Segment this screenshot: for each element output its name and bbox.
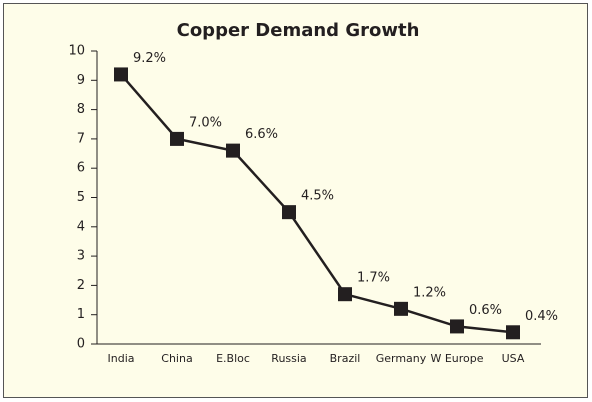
value-label: 6.6% xyxy=(245,127,278,142)
y-tick-label: 4 xyxy=(77,219,85,234)
x-tick-label: E.Bloc xyxy=(216,352,250,365)
x-tick-label: Russia xyxy=(271,352,306,365)
value-label: 9.2% xyxy=(133,51,166,66)
marker xyxy=(282,205,296,220)
y-tick-label: 9 xyxy=(77,73,85,88)
marker xyxy=(170,131,184,146)
marker xyxy=(450,319,464,334)
line xyxy=(120,73,514,334)
x-tick-label: Brazil xyxy=(330,352,361,365)
chart-title: Copper Demand Growth xyxy=(177,20,420,41)
y-tick-label: 8 xyxy=(77,102,85,117)
marker xyxy=(394,301,408,316)
marker xyxy=(114,67,128,82)
y-tick-label: 10 xyxy=(68,44,85,59)
y-tick-label: 6 xyxy=(77,161,85,176)
x-tick-label: W Europe xyxy=(430,352,483,365)
value-label: 0.6% xyxy=(469,303,502,318)
value-label: 1.2% xyxy=(413,285,446,300)
x-tick-label: USA xyxy=(502,352,525,365)
value-label: 7.0% xyxy=(189,115,222,130)
value-label: 4.5% xyxy=(301,189,334,204)
y-tick-label: 2 xyxy=(77,278,85,293)
y-tick-label: 1 xyxy=(77,307,85,322)
y-tick-label: 0 xyxy=(77,337,85,352)
x-tick-label: India xyxy=(108,352,135,365)
marker xyxy=(506,325,520,340)
y-tick-label: 7 xyxy=(77,131,85,146)
value-label: 0.4% xyxy=(525,309,558,324)
chart-frame xyxy=(3,3,588,398)
value-label: 1.7% xyxy=(357,271,390,286)
x-tick-label: China xyxy=(161,352,192,365)
x-tick-label: Germany xyxy=(376,352,427,365)
y-tick-label: 3 xyxy=(77,249,85,264)
y-tick-label: 5 xyxy=(77,190,85,205)
marker xyxy=(226,143,240,158)
marker xyxy=(338,287,352,302)
